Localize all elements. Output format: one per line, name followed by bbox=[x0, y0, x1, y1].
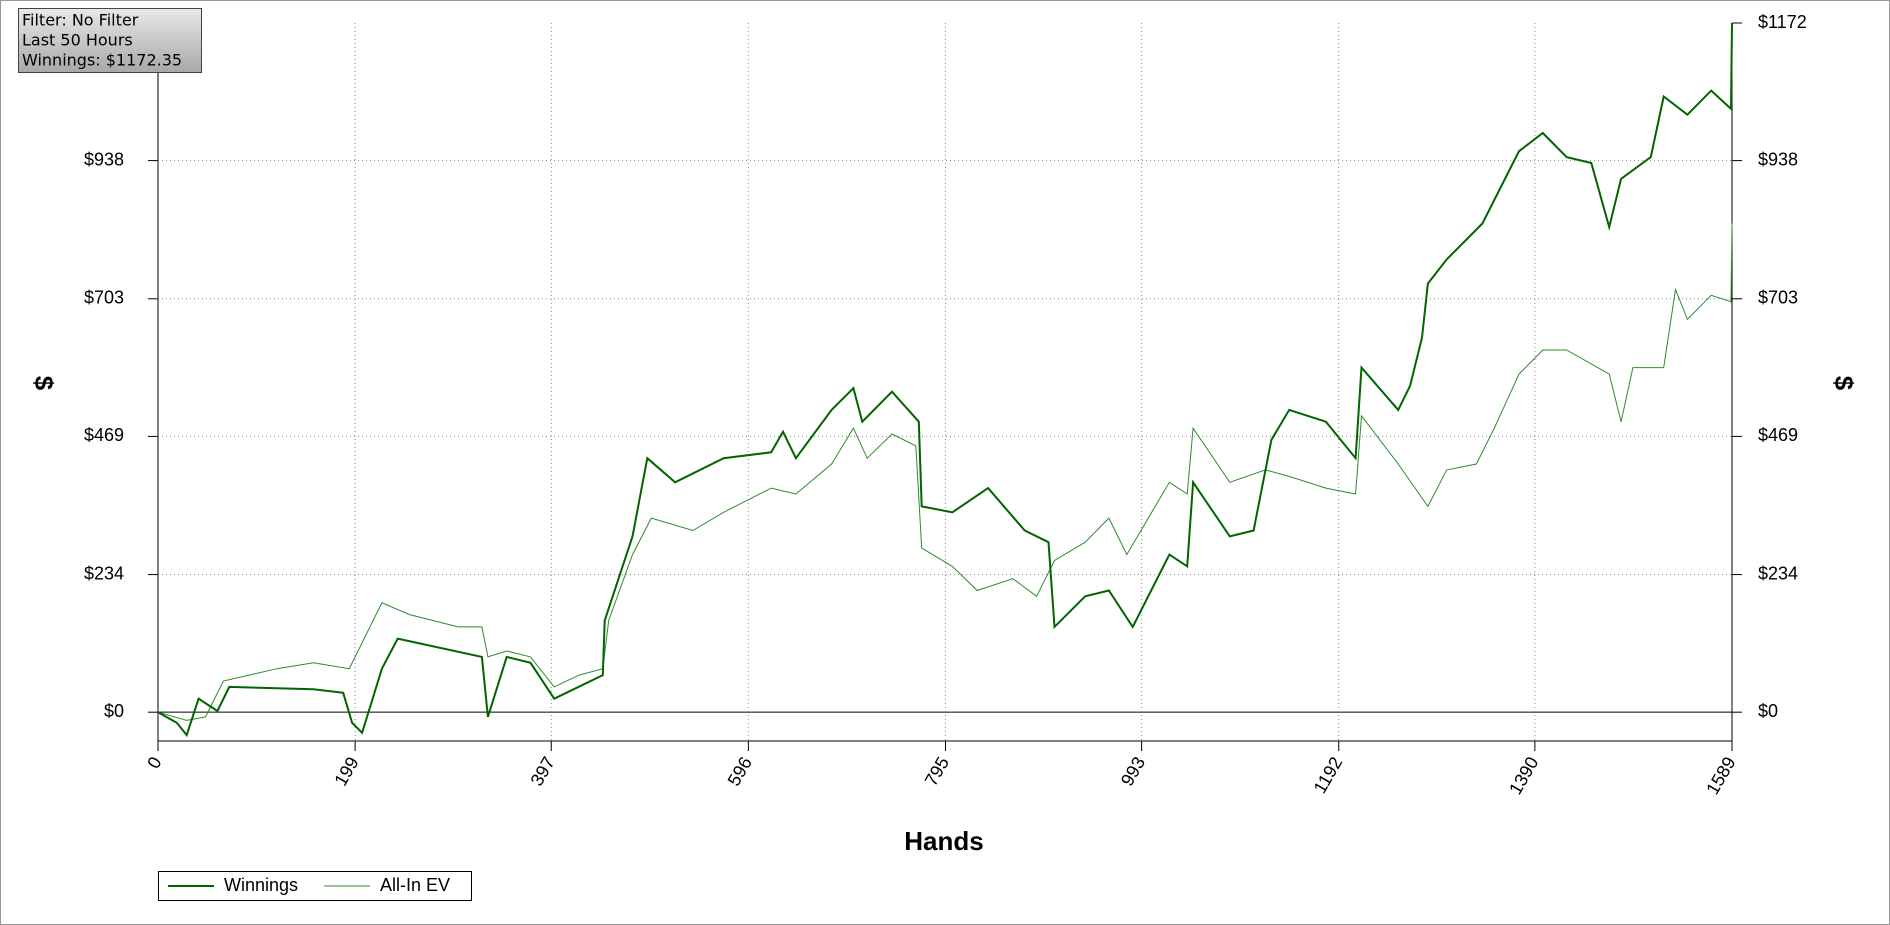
y-axis-label: $ bbox=[29, 376, 59, 391]
series-line bbox=[157, 22, 1733, 738]
y2-tick-label: $1172 bbox=[1758, 12, 1807, 32]
info-line: Last 50 Hours bbox=[22, 31, 133, 50]
info-box-bg bbox=[18, 8, 202, 73]
legend: Winnings All-In EV bbox=[158, 871, 472, 901]
y2-tick-label: $469 bbox=[1758, 425, 1798, 445]
y2-tick-label: $234 bbox=[1758, 563, 1798, 583]
y-tick-label: $234 bbox=[84, 563, 124, 583]
y-tick-label: $469 bbox=[84, 425, 124, 445]
legend-label: Winnings bbox=[224, 875, 298, 895]
y2-axis-label: $ bbox=[1829, 376, 1859, 391]
y-tick-label: $703 bbox=[84, 288, 124, 308]
info-line: Filter: No Filter bbox=[22, 11, 139, 30]
x-axis-label: Hands bbox=[904, 826, 983, 856]
info-line: Winnings: $1172.35 bbox=[22, 51, 182, 70]
y-tick-label: $938 bbox=[84, 149, 124, 169]
y2-tick-label: $0 bbox=[1758, 701, 1778, 721]
legend-label: All-In EV bbox=[380, 875, 450, 895]
series-line bbox=[157, 223, 1733, 721]
y2-tick-label: $703 bbox=[1758, 288, 1798, 308]
y-tick-label: $0 bbox=[104, 701, 124, 721]
y2-tick-label: $938 bbox=[1758, 149, 1798, 169]
